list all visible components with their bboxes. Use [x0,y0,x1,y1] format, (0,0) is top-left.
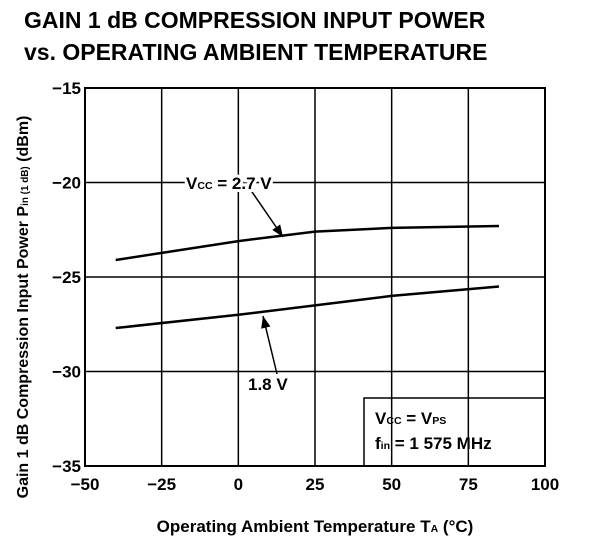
series-line [115,285,500,330]
note-text-part: V [375,409,387,428]
x-tick-label: 75 [459,475,478,494]
note-text: VCC = VPS [375,409,446,428]
series-label-part: V [186,174,198,193]
series-label: 1.8 V [248,375,288,394]
x-axis-label: Operating Ambient Temperature TA (°C) [157,517,474,536]
note-text-part: PS [432,415,446,427]
note-text-part: = 1 575 MHz [390,434,492,453]
note-text-part: f [375,434,381,453]
note-box [363,397,546,467]
x-tick-label: 100 [531,475,559,494]
y-axis-label: Gain 1 dB Compression Input Power Pin (1… [15,116,32,499]
x-axis-label-part: Operating Ambient Temperature T [157,517,432,536]
series-label-part: = 2.7 V [213,174,273,193]
note-text-part: in [381,440,390,452]
arrow [249,188,284,238]
note-text: fin = 1 575 MHz [375,434,492,453]
arrow [261,315,278,375]
plot-frame [84,87,546,467]
y-tick-label: −25 [52,268,81,287]
chart-title: GAIN 1 dB COMPRESSION INPUT POWER [24,7,486,33]
series-line [115,224,500,262]
series-label-part: 1.8 V [248,375,288,394]
series-label-part: CC [197,180,213,192]
note-text-part: CC [386,415,402,427]
y-tick-label: −35 [52,457,81,476]
x-tick-label: 50 [382,475,401,494]
note-text-part: = V [402,409,433,428]
y-tick-label: −20 [52,174,81,193]
x-tick-label: −50 [71,475,100,494]
y-tick-label: −15 [52,79,81,98]
y-tick-label: −30 [52,363,81,382]
x-axis-label-part: A [431,523,439,535]
x-tick-label: 25 [306,475,325,494]
series-label: VCC = 2.7 V [186,174,272,193]
x-axis-label-part: (°C) [438,517,473,536]
y-axis-label-part: in (1 dB) [20,166,31,206]
x-tick-label: 0 [234,475,243,494]
chart-title: vs. OPERATING AMBIENT TEMPERATURE [24,39,487,65]
y-axis-label-part: (dBm) [15,116,32,167]
y-axis-label-part: Gain 1 dB Compression Input Power P [15,206,32,499]
x-tick-label: −25 [147,475,176,494]
